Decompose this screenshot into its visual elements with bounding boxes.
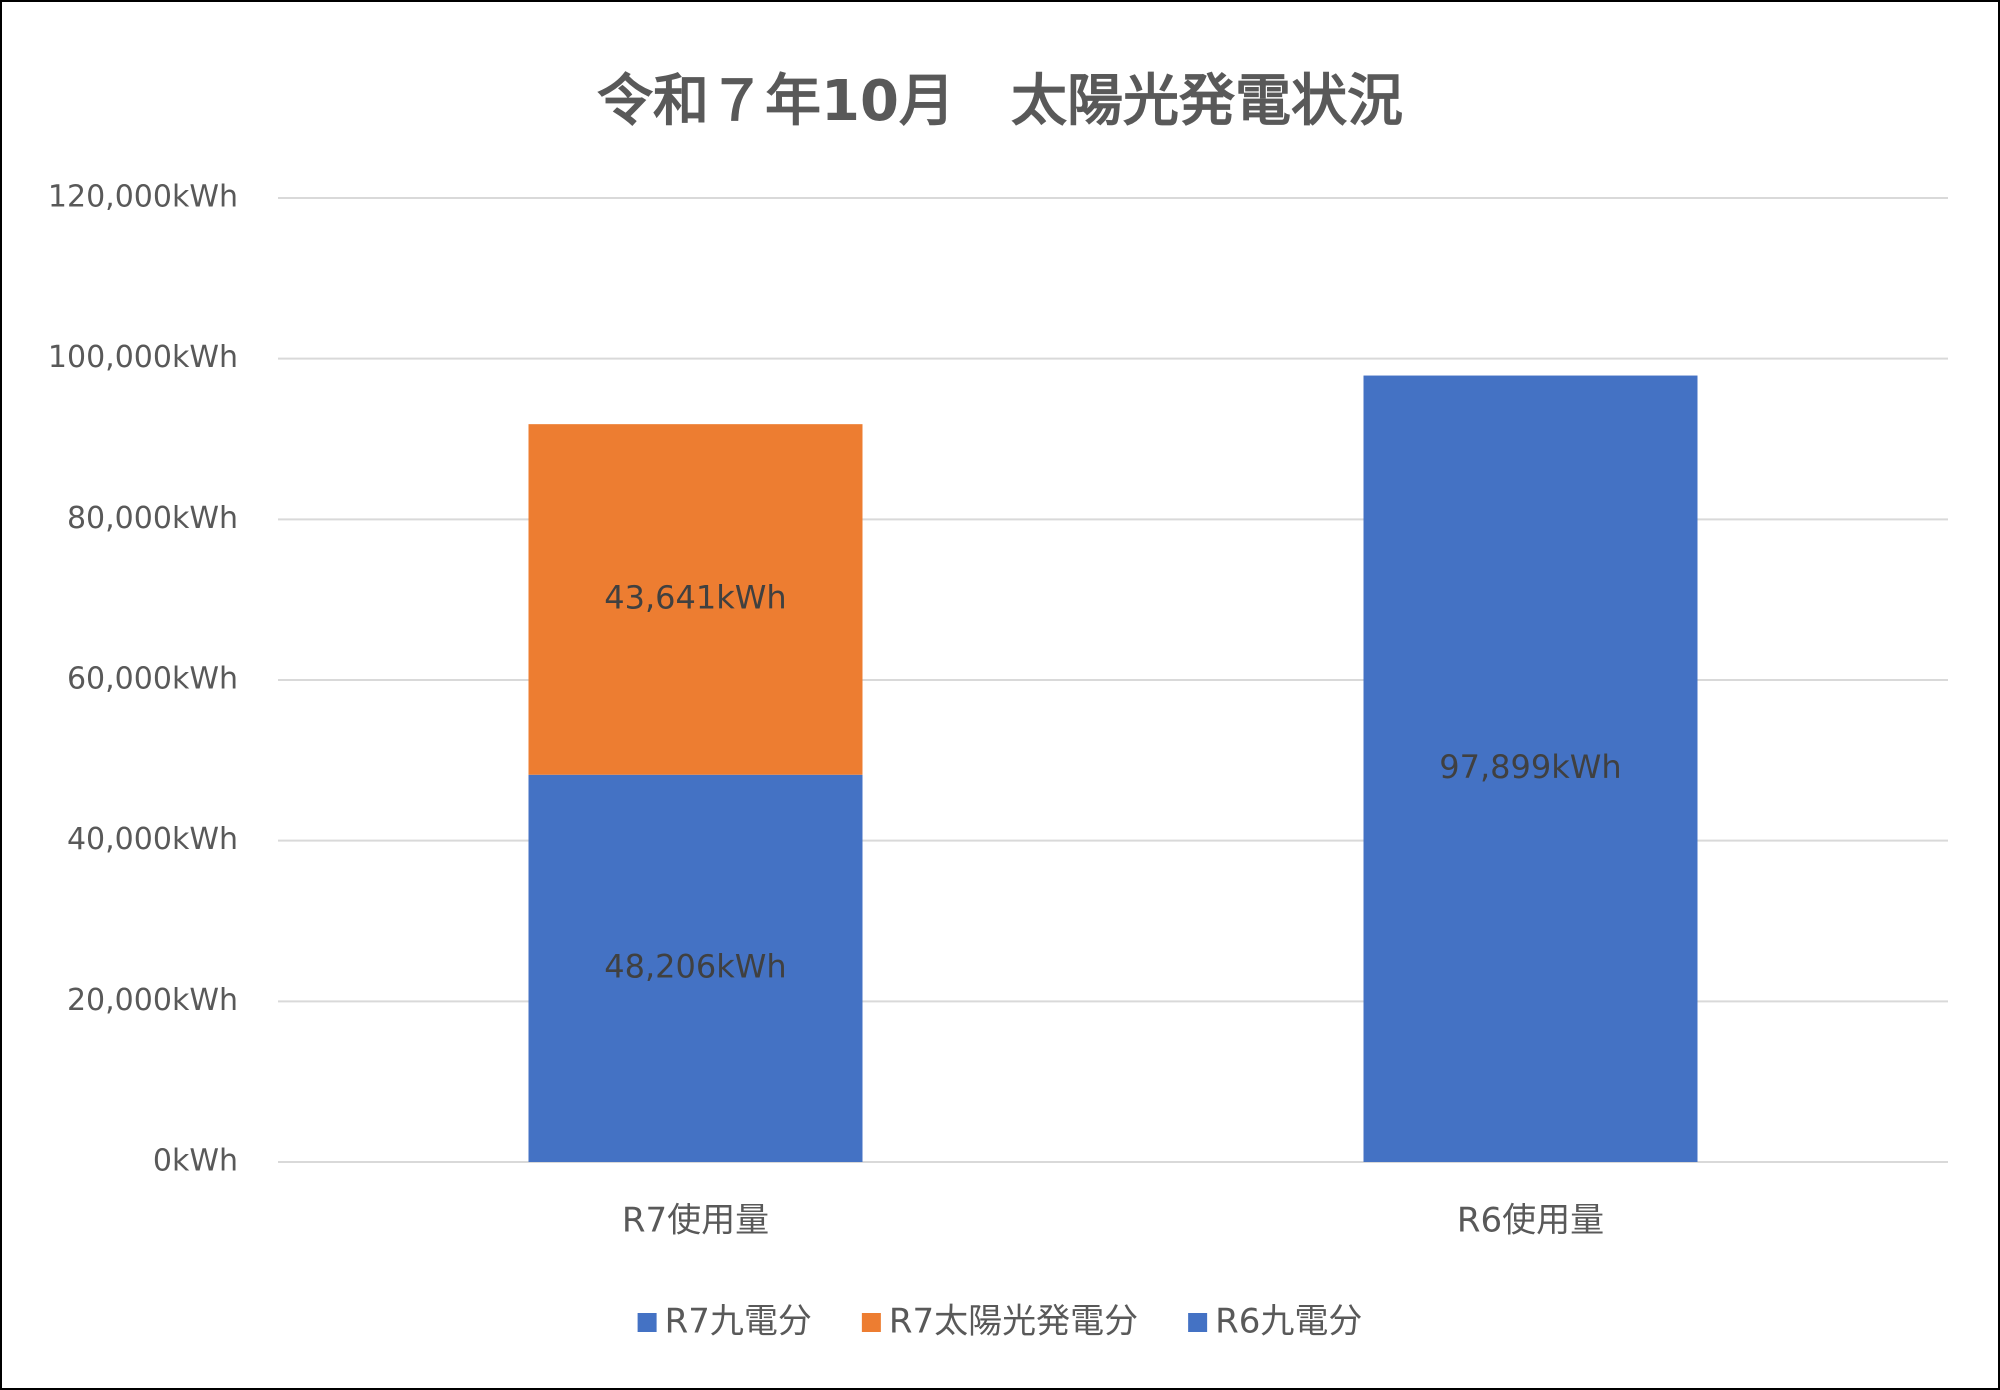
y-tick-label: 100,000kWh <box>48 340 238 375</box>
legend-label: R6九電分 <box>1215 1302 1362 1342</box>
y-tick-label: 0kWh <box>153 1144 238 1179</box>
data-label: 48,206kWh <box>604 947 786 985</box>
x-tick-label: R6使用量 <box>1457 1201 1604 1241</box>
y-tick-label: 80,000kWh <box>67 501 238 536</box>
legend-swatch <box>637 1313 657 1332</box>
data-label: 43,641kWh <box>604 578 786 616</box>
bar-segment <box>1363 375 1698 1163</box>
y-tick-label: 20,000kWh <box>67 983 238 1018</box>
x-tick-label: R7使用量 <box>622 1201 769 1241</box>
data-label: 97,899kWh <box>1439 748 1621 786</box>
legend-label: R7九電分 <box>665 1302 812 1342</box>
y-tick-label: 40,000kWh <box>67 822 238 857</box>
y-tick-label: 60,000kWh <box>67 662 238 697</box>
legend-swatch <box>861 1313 881 1332</box>
y-tick-label: 120,000kWh <box>48 180 238 215</box>
bar-segment <box>528 774 863 1162</box>
chart-title: 令和７年10月 太陽光発電状況 <box>597 69 1403 134</box>
bar-segment <box>528 424 863 775</box>
legend-label: R7太陽光発電分 <box>889 1302 1138 1342</box>
legend-swatch <box>1188 1313 1208 1332</box>
